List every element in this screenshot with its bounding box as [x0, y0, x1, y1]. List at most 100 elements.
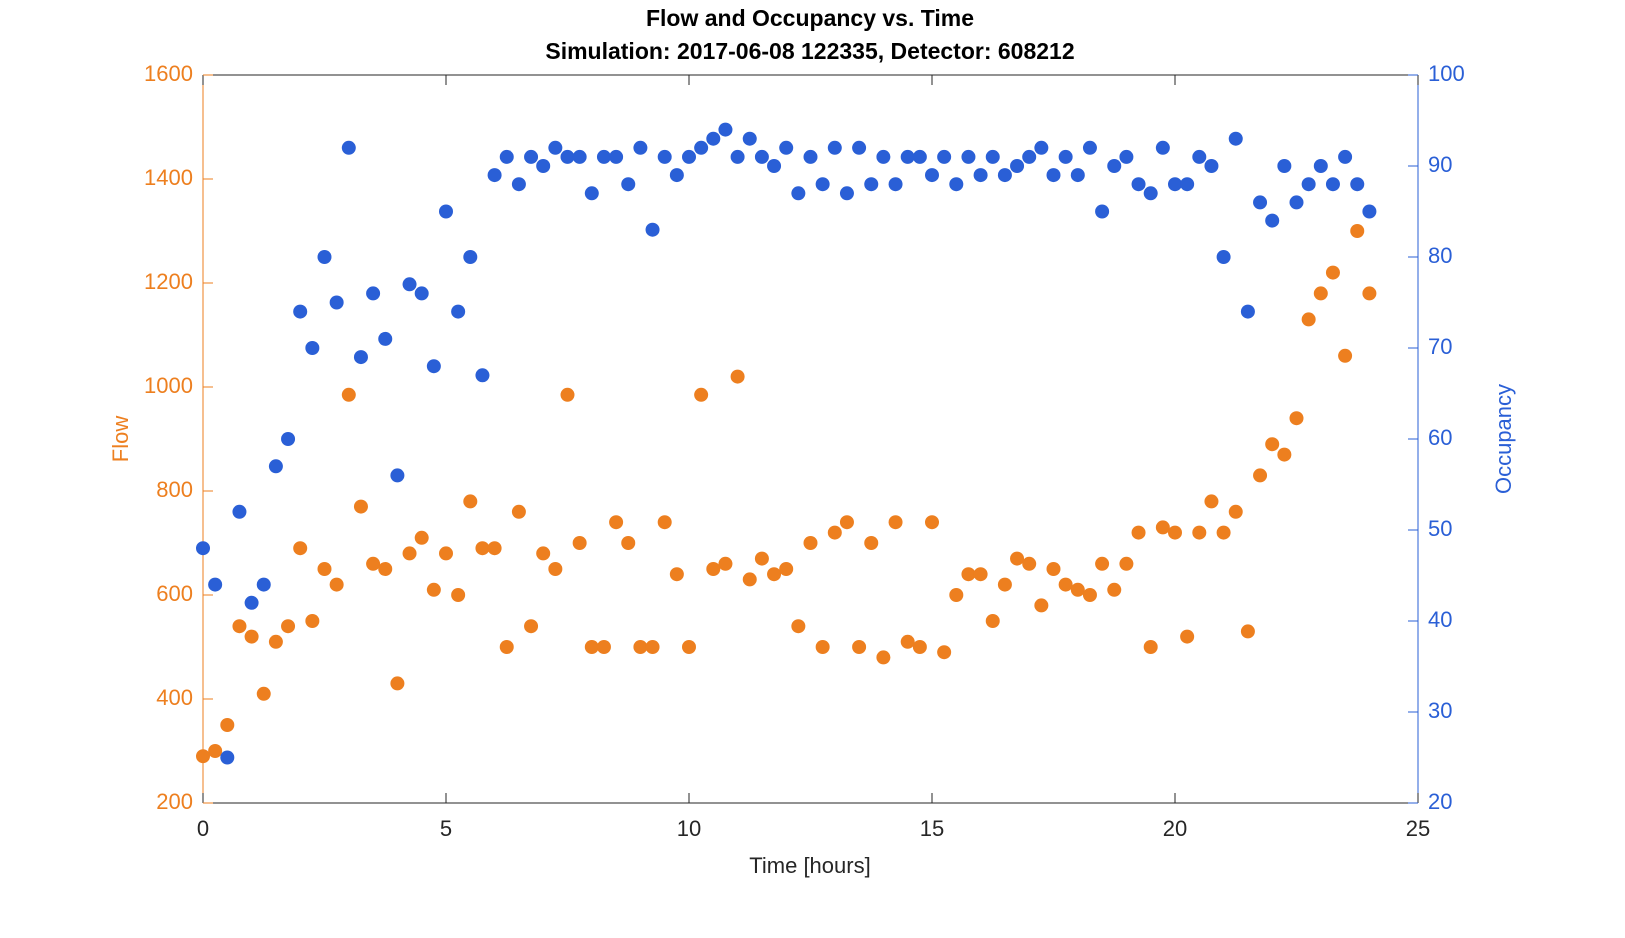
- data-point: [1350, 177, 1365, 192]
- data-point: [912, 640, 927, 654]
- data-point: [657, 515, 672, 530]
- data-point: [961, 567, 976, 582]
- data-point: [876, 149, 891, 164]
- data-point: [341, 387, 356, 402]
- data-point: [1301, 177, 1316, 192]
- data-point: [1022, 556, 1037, 571]
- data-point: [1034, 140, 1049, 155]
- data-point: [329, 295, 344, 310]
- y-tick-label: 1000: [144, 373, 193, 398]
- data-point: [353, 350, 368, 365]
- data-point: [912, 149, 927, 164]
- data-point: [609, 515, 624, 530]
- data-point: [876, 650, 891, 665]
- data-point: [1277, 159, 1292, 173]
- data-point: [852, 140, 867, 155]
- data-point: [524, 149, 539, 164]
- data-point: [645, 640, 660, 654]
- data-point: [852, 640, 867, 654]
- data-point: [803, 536, 818, 550]
- data-point: [475, 541, 490, 556]
- data-point: [694, 140, 709, 155]
- data-point: [888, 515, 903, 530]
- data-point: [548, 140, 563, 155]
- y2-tick-label: 80: [1428, 243, 1452, 268]
- data-point: [657, 149, 672, 164]
- data-point: [621, 177, 636, 192]
- data-point: [1216, 525, 1231, 540]
- data-point: [511, 504, 526, 519]
- y-tick-label: 200: [156, 789, 193, 814]
- data-point: [1277, 447, 1292, 462]
- data-point: [560, 387, 575, 402]
- data-point: [1082, 140, 1097, 155]
- data-point: [767, 159, 782, 173]
- data-point: [609, 149, 624, 164]
- data-point: [1168, 525, 1182, 540]
- data-point: [1095, 204, 1110, 219]
- data-point: [414, 286, 429, 301]
- data-point: [196, 749, 210, 764]
- data-point: [232, 619, 247, 634]
- data-point: [985, 149, 1000, 164]
- data-point: [1082, 588, 1097, 602]
- data-point: [329, 577, 344, 592]
- data-point: [1131, 525, 1146, 540]
- data-point: [390, 468, 405, 483]
- x-tick-label: 0: [197, 816, 209, 841]
- data-point: [754, 551, 769, 566]
- data-point: [268, 459, 283, 474]
- data-point: [1362, 204, 1377, 219]
- data-point: [669, 168, 684, 183]
- data-point: [463, 494, 478, 509]
- data-point: [1058, 149, 1073, 164]
- data-point: [718, 122, 733, 137]
- data-point: [767, 567, 782, 582]
- data-point: [1362, 286, 1377, 301]
- data-point: [1289, 411, 1304, 426]
- y2-tick-label: 60: [1428, 425, 1452, 450]
- data-point: [305, 614, 320, 628]
- data-point: [1192, 525, 1207, 540]
- data-point: [985, 614, 1000, 628]
- data-point: [1107, 159, 1122, 173]
- data-point: [1107, 582, 1122, 597]
- data-point: [864, 177, 879, 192]
- data-point: [1168, 177, 1182, 192]
- data-point: [244, 595, 259, 610]
- data-point: [1010, 551, 1025, 566]
- data-point: [256, 686, 271, 701]
- y2-tick-label: 20: [1428, 789, 1452, 814]
- data-point: [536, 546, 551, 561]
- data-point: [682, 640, 696, 654]
- data-point: [1240, 304, 1255, 319]
- data-point: [645, 222, 660, 237]
- data-point: [1180, 629, 1195, 644]
- data-point: [900, 149, 915, 164]
- data-point: [730, 369, 745, 384]
- data-point: [1301, 312, 1316, 327]
- data-point: [548, 562, 563, 576]
- data-point: [1070, 168, 1085, 183]
- data-point: [402, 546, 417, 561]
- data-point: [1155, 520, 1170, 535]
- data-point: [1046, 562, 1061, 576]
- data-point: [378, 562, 393, 576]
- data-point: [487, 168, 502, 183]
- data-point: [997, 168, 1012, 183]
- chart-title: Flow and Occupancy vs. Time: [646, 5, 974, 31]
- data-point: [281, 432, 296, 446]
- data-point: [1095, 556, 1110, 571]
- data-point: [633, 640, 648, 654]
- data-point: [1131, 177, 1146, 192]
- y-tick-label: 1400: [144, 165, 193, 190]
- data-point: [937, 149, 952, 164]
- data-point: [888, 177, 903, 192]
- y-tick-label: 1200: [144, 269, 193, 294]
- data-point: [815, 177, 830, 192]
- data-point: [475, 368, 490, 383]
- data-point: [1010, 159, 1025, 173]
- data-point: [1350, 224, 1365, 238]
- y2-tick-label: 50: [1428, 516, 1452, 541]
